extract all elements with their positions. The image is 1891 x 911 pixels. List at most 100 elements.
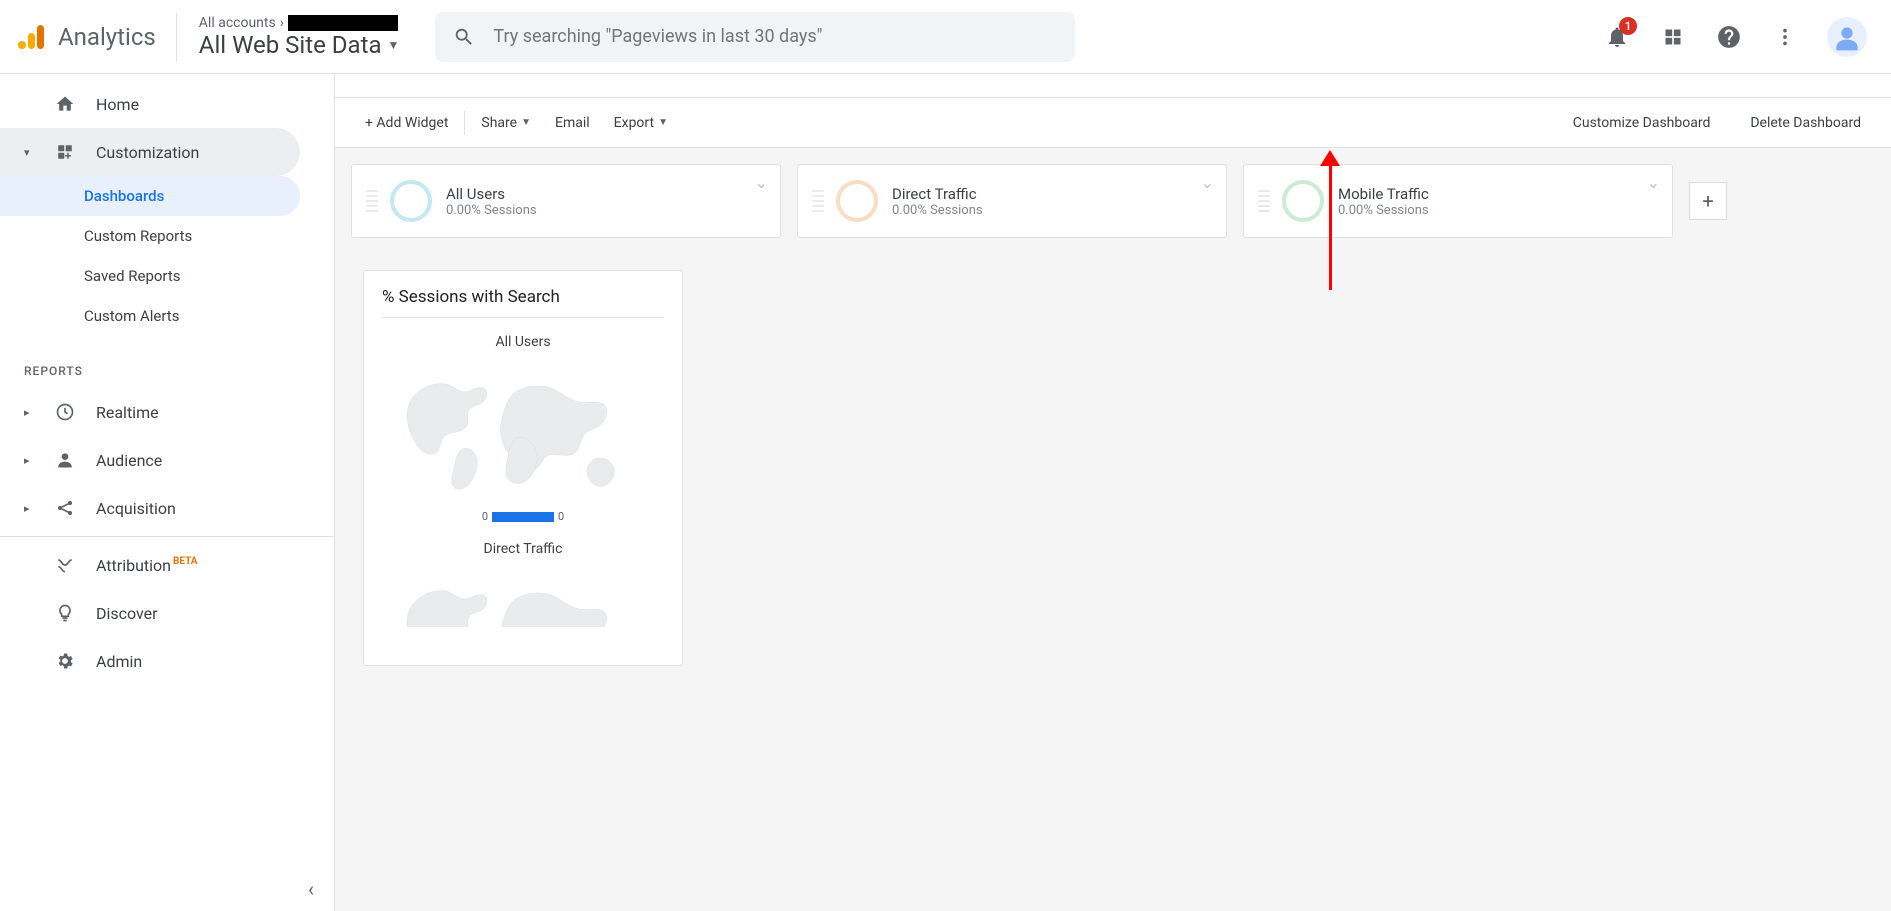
map-panel: Direct Traffic (382, 541, 664, 631)
export-button[interactable]: Export▼ (602, 115, 680, 131)
app-header: Analytics All accounts › All Web Site Da… (0, 0, 1891, 74)
divider (464, 111, 465, 135)
segment-title: Direct Traffic (892, 185, 983, 203)
map-panel: All Users 0 0 (382, 334, 664, 523)
add-widget-button[interactable]: + Add Widget (353, 115, 460, 131)
redacted-account-name (288, 15, 398, 31)
user-icon (1831, 21, 1863, 53)
sidebar-sub-custom-alerts[interactable]: Custom Alerts (0, 296, 334, 336)
map-series-label: All Users (382, 334, 664, 350)
segment-subtitle: 0.00% Sessions (1338, 203, 1429, 218)
clock-icon (54, 401, 76, 423)
sidebar-item-home[interactable]: Home (0, 80, 334, 128)
lightbulb-icon (54, 602, 76, 624)
caret-right-icon: ▸ (24, 454, 34, 467)
caret-down-icon: ▼ (521, 117, 531, 128)
sidebar-item-customization[interactable]: ▾ Customization (0, 128, 300, 176)
account-avatar[interactable] (1827, 17, 1867, 57)
sidebar-label-customization: Customization (96, 143, 199, 162)
chevron-down-icon[interactable]: ⌄ (1647, 173, 1660, 192)
divider (0, 536, 334, 537)
sidebar-item-audience[interactable]: ▸ Audience (0, 436, 334, 484)
sidebar-item-acquisition[interactable]: ▸ Acquisition (0, 484, 334, 532)
sidebar-label-home: Home (96, 95, 139, 114)
legend-max: 0 (558, 510, 564, 523)
map-legend: 0 0 (382, 510, 664, 523)
segment-card[interactable]: Mobile Traffic 0.00% Sessions ⌄ (1243, 164, 1673, 238)
chevron-down-icon[interactable]: ⌄ (1201, 173, 1214, 192)
sidebar-sub-dashboards[interactable]: Dashboards (0, 176, 300, 216)
caret-down-icon: ▾ (24, 146, 34, 159)
segment-swatch (1282, 180, 1324, 222)
delete-dashboard-button[interactable]: Delete Dashboard (1738, 115, 1873, 131)
widget-title: % Sessions with Search (382, 287, 664, 318)
caret-right-icon: ▸ (24, 502, 34, 515)
legend-min: 0 (482, 510, 488, 523)
segment-card[interactable]: Direct Traffic 0.00% Sessions ⌄ (797, 164, 1227, 238)
caret-down-icon: ▼ (388, 38, 400, 52)
share-icon (54, 497, 76, 519)
notifications-button[interactable]: 1 (1603, 23, 1631, 51)
sidebar-sub-saved-reports[interactable]: Saved Reports (0, 256, 334, 296)
map-series-label: Direct Traffic (382, 541, 664, 557)
view-name: All Web Site Data (199, 31, 382, 59)
email-button[interactable]: Email (543, 115, 602, 131)
segment-subtitle: 0.00% Sessions (446, 203, 537, 218)
world-map-icon (393, 567, 653, 627)
segment-swatch (390, 180, 432, 222)
add-segment-button[interactable]: + (1689, 182, 1727, 220)
gear-icon (54, 650, 76, 672)
main-content: + Add Widget Share▼ Email Export▼ Custom… (335, 74, 1891, 911)
kebab-icon (1774, 26, 1796, 48)
sidebar-section-reports: REPORTS (0, 336, 334, 388)
view-picker[interactable]: All Web Site Data ▼ (199, 31, 400, 59)
segment-swatch (836, 180, 878, 222)
collapse-sidebar-button[interactable]: ‹ (308, 877, 314, 901)
caret-down-icon: ▼ (658, 117, 668, 128)
drag-handle-icon[interactable] (366, 190, 378, 212)
drag-handle-icon[interactable] (1258, 190, 1270, 212)
widget-sessions-search: % Sessions with Search All Users 0 0 (363, 270, 683, 666)
help-icon (1716, 24, 1742, 50)
product-logo[interactable]: Analytics (16, 13, 177, 61)
sidebar-item-admin[interactable]: Admin (0, 637, 334, 685)
switcher-button[interactable] (1659, 23, 1687, 51)
content-header-spacer (335, 74, 1891, 98)
home-icon (54, 93, 76, 115)
analytics-logo-icon (16, 23, 44, 51)
sidebar-item-attribution[interactable]: AttributionBETA (0, 541, 334, 589)
customization-icon (54, 141, 76, 163)
more-button[interactable] (1771, 23, 1799, 51)
help-button[interactable] (1715, 23, 1743, 51)
segment-title: All Users (446, 185, 537, 203)
segment-title: Mobile Traffic (1338, 185, 1429, 203)
segment-subtitle: 0.00% Sessions (892, 203, 983, 218)
header-actions: 1 (1603, 17, 1867, 57)
notification-badge: 1 (1619, 17, 1637, 35)
product-name: Analytics (58, 23, 156, 51)
dashboard-toolbar: + Add Widget Share▼ Email Export▼ Custom… (335, 98, 1891, 148)
share-button[interactable]: Share▼ (469, 115, 543, 131)
segment-card[interactable]: All Users 0.00% Sessions ⌄ (351, 164, 781, 238)
search-input[interactable] (493, 26, 1057, 47)
chevron-down-icon[interactable]: ⌄ (755, 173, 768, 192)
caret-right-icon: ▸ (24, 406, 34, 419)
customize-dashboard-button[interactable]: Customize Dashboard (1561, 115, 1723, 131)
drag-handle-icon[interactable] (812, 190, 824, 212)
chevron-right-icon: › (280, 15, 284, 31)
account-selector[interactable]: All accounts › All Web Site Data ▼ (199, 15, 400, 59)
grid-icon (1663, 27, 1683, 47)
sidebar-item-realtime[interactable]: ▸ Realtime (0, 388, 334, 436)
world-map-icon (393, 360, 653, 500)
attribution-icon (54, 554, 76, 576)
sidebar-sub-custom-reports[interactable]: Custom Reports (0, 216, 334, 256)
breadcrumb-root: All accounts (199, 15, 276, 31)
account-breadcrumb: All accounts › (199, 15, 400, 31)
sidebar: Home ▾ Customization Dashboards Custom R… (0, 74, 335, 911)
search-bar[interactable] (435, 12, 1075, 62)
search-icon (453, 26, 475, 48)
beta-badge: BETA (173, 556, 198, 567)
segment-row: All Users 0.00% Sessions ⌄ Direct Traffi… (335, 148, 1891, 254)
legend-gradient (492, 512, 554, 522)
sidebar-item-discover[interactable]: Discover (0, 589, 334, 637)
